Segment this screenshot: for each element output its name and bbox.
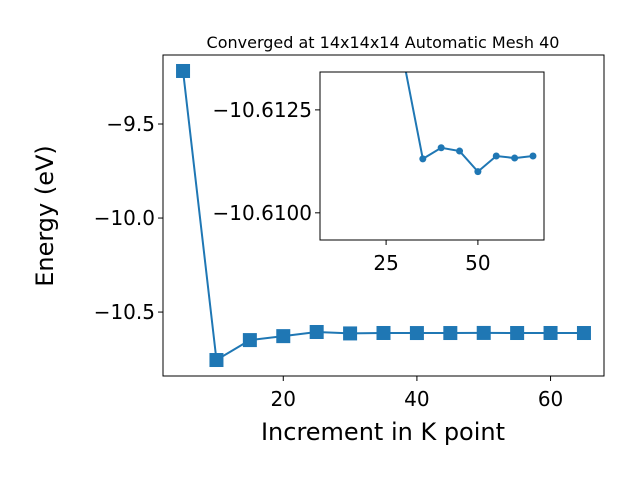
- marker: [419, 155, 427, 163]
- marker: [343, 326, 358, 341]
- marker: [529, 152, 537, 160]
- x-tick-label: 25: [373, 251, 398, 275]
- axes-frame: [162, 54, 605, 377]
- marker: [456, 147, 464, 155]
- y-tick-label: −10.0: [94, 206, 155, 230]
- x-tick-label: 20: [271, 387, 296, 411]
- y-tick-label: −10.6100: [213, 201, 312, 225]
- marker: [176, 63, 191, 78]
- marker: [510, 326, 525, 341]
- marker: [474, 168, 482, 176]
- marker: [309, 324, 324, 339]
- x-tick-label: 60: [538, 387, 563, 411]
- y-tick-label: −10.5: [94, 300, 155, 324]
- marker: [276, 329, 291, 344]
- marker: [511, 154, 519, 162]
- y-tick-label: −10.6125: [213, 98, 312, 122]
- marker: [437, 144, 445, 152]
- marker: [376, 325, 391, 340]
- marker: [409, 326, 424, 341]
- axes-frame: [319, 71, 545, 241]
- marker: [492, 152, 500, 160]
- plot-area: [320, 72, 544, 240]
- marker: [209, 353, 224, 368]
- chart-title: Converged at 14x14x14 Automatic Mesh 40: [207, 33, 560, 52]
- plot-content: [404, 72, 537, 176]
- marker: [242, 333, 257, 348]
- y-axis-label: Energy (eV): [31, 145, 59, 287]
- marker: [576, 326, 591, 341]
- marker: [543, 325, 558, 340]
- marker: [476, 325, 491, 340]
- y-tick-label: −9.5: [106, 112, 155, 136]
- marker: [443, 326, 458, 341]
- x-tick-label: 50: [465, 251, 490, 275]
- x-tick-label: 40: [404, 387, 429, 411]
- plot-content: [176, 63, 591, 368]
- x-axis-label: Increment in K point: [261, 418, 505, 446]
